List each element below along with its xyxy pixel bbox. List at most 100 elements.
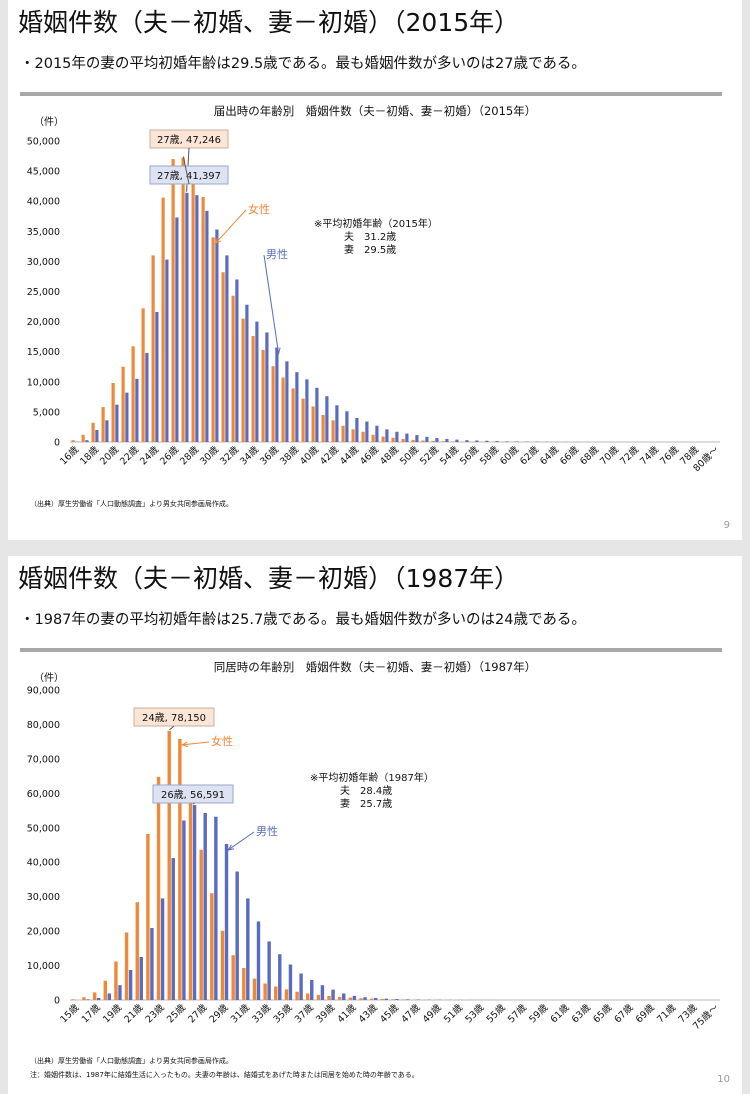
female-bar-18歳 [103, 980, 107, 1000]
y-tick-label: 60,000 [27, 789, 60, 800]
male-bar-35歳 [265, 332, 269, 442]
male-bar-58歳 [495, 441, 499, 442]
x-tick-label: 38歳 [277, 443, 301, 467]
y-tick-label: 80,000 [27, 720, 60, 731]
female-bar-45歳 [361, 431, 365, 442]
male-series-label-arrow-head [227, 844, 235, 851]
x-tick-label: 64歳 [537, 443, 561, 467]
female-bar-21歳 [135, 902, 139, 1000]
male-bar-22歳 [150, 928, 154, 1000]
female-bar-26歳 [171, 159, 175, 442]
female-bar-29歳 [201, 196, 205, 442]
male-bar-25歳 [182, 820, 186, 1000]
male-bar-43歳 [373, 997, 378, 1000]
male-bar-31歳 [246, 898, 250, 1000]
male-bar-33歳 [245, 304, 249, 442]
male-bar-28歳 [195, 195, 199, 442]
male-bar-39歳 [331, 989, 335, 1000]
female-bar-54歳 [451, 441, 455, 442]
female-bar-32歳 [231, 295, 235, 442]
male-bar-48歳 [395, 431, 399, 442]
female-peak-callout-text: 27歳, 47,246 [157, 134, 221, 146]
chart-title: 同居時の年齢別 婚姻件数（夫－初婚、妻－初婚）（1987年） [213, 660, 537, 674]
male-peak-callout-leader [192, 802, 195, 805]
male-bar-45歳 [365, 421, 369, 442]
female-bar-25歳 [161, 197, 165, 442]
male-bar-47歳 [416, 999, 421, 1000]
x-tick-label: 45歳 [377, 1001, 401, 1025]
female-series-label-arrow-head [214, 237, 222, 245]
x-tick-label: 29歳 [207, 1001, 231, 1025]
x-tick-label: 46歳 [357, 443, 381, 467]
y-tick-label: 5,000 [33, 407, 60, 418]
female-bar-17歳 [81, 434, 85, 442]
average-age-note: ※平均初婚年齢（1987年） 夫 28.4歳 妻 25.7歳 [310, 772, 434, 811]
female-bar-19歳 [114, 961, 118, 1000]
female-peak-callout-leader [169, 725, 175, 731]
female-bar-43歳 [341, 425, 345, 442]
x-tick-label: 15歳 [58, 1001, 82, 1025]
x-tick-label: 59歳 [527, 1001, 551, 1025]
male-bar-35歳 [288, 964, 293, 1000]
y-tick-label: 50,000 [27, 137, 60, 148]
female-series-label: 女性 [211, 734, 233, 748]
summary-bullet: ・2015年の妻の平均初婚年齢は29.5歳である。最も婚姻件数が多いのは27歳で… [20, 56, 586, 72]
female-bar-40歳 [311, 406, 315, 442]
female-series-label-arrow-line [182, 741, 210, 746]
source-note: （出典）厚生労働省「人口動態調査」より男女共同参画局作成。 [30, 1057, 233, 1065]
x-tick-label: 48歳 [377, 443, 401, 467]
average-age-note: ※平均初婚年齢（2015年） 夫 31.2歳 妻 29.5歳 [314, 218, 438, 257]
x-tick-label: 55歳 [484, 1001, 508, 1025]
female-bar-37歳 [281, 377, 285, 442]
male-bar-53歳 [445, 438, 449, 442]
x-tick-label: 32歳 [217, 443, 241, 467]
x-tick-label: 44歳 [337, 443, 361, 467]
male-bar-26歳 [175, 217, 179, 442]
female-bar-42歳 [359, 998, 363, 1000]
female-bar-48歳 [391, 437, 395, 442]
x-tick-label: 57歳 [505, 1001, 529, 1025]
male-bar-60歳 [515, 441, 519, 442]
male-bar-17歳 [96, 997, 101, 1000]
female-bar-41歳 [348, 997, 353, 1000]
y-tick-label: 20,000 [27, 317, 60, 328]
y-tick-label: 0 [54, 996, 60, 1007]
male-bar-30歳 [215, 229, 219, 442]
male-bar-27歳 [203, 812, 207, 1000]
x-tick-label: 53歳 [463, 1001, 487, 1025]
male-bar-49歳 [405, 433, 409, 442]
male-bar-24歳 [155, 311, 159, 442]
male-bar-20歳 [128, 970, 133, 1000]
female-bar-30歳 [211, 237, 215, 442]
male-bar-42歳 [335, 405, 339, 442]
x-tick-label: 50歳 [397, 443, 421, 467]
male-bar-42歳 [363, 997, 367, 1000]
y-tick-label: 40,000 [27, 197, 60, 208]
x-tick-label: 18歳 [77, 443, 101, 467]
female-bar-35歳 [261, 349, 265, 442]
x-tick-label: 26歳 [157, 443, 181, 467]
x-tick-label: 51歳 [441, 1001, 465, 1025]
y-tick-label: 45,000 [27, 167, 60, 178]
y-tick-label: 20,000 [27, 927, 60, 938]
female-bar-22歳 [146, 833, 150, 1000]
female-bar-22歳 [131, 346, 135, 442]
male-bar-51歳 [425, 436, 429, 442]
male-bar-24歳 [171, 858, 175, 1000]
male-bar-33歳 [267, 941, 271, 1000]
average-age-heading: ※平均初婚年齢（2015年） [314, 219, 438, 230]
x-tick-label: 47歳 [399, 1001, 423, 1025]
x-tick-label: 33歳 [249, 1001, 273, 1025]
male-bar-16歳 [86, 999, 90, 1000]
female-bar-17歳 [92, 992, 97, 1000]
male-bar-18歳 [95, 429, 99, 442]
female-bar-27歳 [199, 849, 203, 1000]
y-tick-label: 25,000 [27, 287, 60, 298]
female-bar-40歳 [338, 996, 342, 1000]
female-bar-41歳 [321, 414, 325, 442]
female-bar-44歳 [351, 429, 355, 442]
male-bar-44歳 [384, 998, 389, 1000]
slide-1987: 婚姻件数（夫－初婚、妻－初婚）（1987年） ・1987年の妻の平均初婚年齢は2… [8, 556, 742, 1094]
average-age-husband: 夫 31.2歳 [344, 232, 397, 243]
x-tick-label: 49歳 [420, 1001, 444, 1025]
